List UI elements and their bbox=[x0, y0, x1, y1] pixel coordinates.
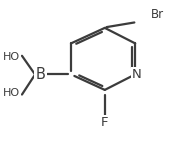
Text: B: B bbox=[36, 67, 45, 82]
Text: HO: HO bbox=[3, 52, 20, 62]
Text: N: N bbox=[132, 68, 142, 81]
Text: F: F bbox=[101, 116, 108, 129]
Text: Br: Br bbox=[150, 8, 164, 21]
Text: HO: HO bbox=[3, 88, 20, 98]
